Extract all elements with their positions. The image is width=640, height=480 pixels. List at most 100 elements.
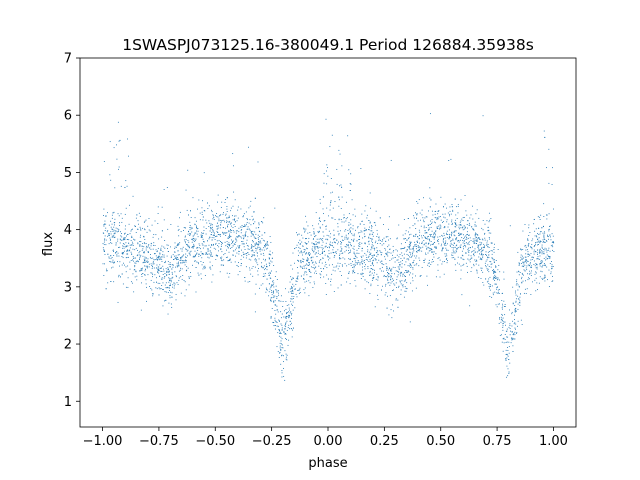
data-point [176, 266, 178, 268]
data-point [514, 331, 516, 333]
data-point [189, 251, 191, 253]
data-point [160, 267, 162, 269]
data-point [377, 299, 379, 300]
data-point [392, 254, 393, 256]
data-point [158, 294, 160, 296]
data-point [257, 274, 259, 276]
data-point [200, 278, 202, 280]
data-point [287, 344, 289, 346]
data-point [311, 262, 313, 264]
data-point [325, 283, 327, 284]
data-point [413, 217, 415, 219]
data-point [398, 224, 400, 226]
data-point [490, 250, 492, 252]
data-point [173, 287, 175, 289]
data-point [499, 271, 501, 273]
data-point [533, 223, 535, 225]
data-point [380, 251, 382, 253]
data-point [433, 237, 435, 239]
data-point [523, 269, 525, 271]
data-point [489, 260, 491, 262]
data-point [414, 235, 416, 237]
data-point [412, 253, 413, 255]
data-point [548, 256, 550, 257]
data-point [272, 291, 274, 293]
data-point [108, 224, 110, 226]
data-point [248, 254, 250, 255]
data-point [283, 355, 284, 357]
data-point [125, 286, 127, 288]
data-point [424, 236, 426, 238]
data-point [271, 270, 272, 272]
data-point [329, 243, 331, 245]
data-point [413, 259, 415, 261]
data-point [491, 250, 493, 252]
data-point [444, 261, 446, 262]
data-point [188, 284, 190, 286]
data-point [404, 280, 406, 282]
data-point [493, 271, 495, 273]
data-point [447, 212, 449, 214]
data-point [517, 251, 519, 253]
data-point [374, 306, 376, 308]
data-point [404, 246, 406, 248]
data-point [497, 269, 499, 271]
data-point [353, 233, 355, 235]
data-point [506, 357, 508, 359]
data-point [486, 268, 488, 270]
data-point [431, 223, 433, 224]
data-point [130, 240, 132, 242]
data-point [364, 210, 366, 212]
data-point [114, 187, 116, 189]
data-point [386, 269, 388, 271]
data-point [461, 254, 463, 256]
data-point [155, 255, 157, 257]
data-point [238, 235, 240, 237]
data-point [177, 244, 179, 246]
data-point [400, 275, 402, 277]
data-point [306, 260, 307, 262]
data-point [403, 219, 405, 220]
data-point [236, 252, 238, 254]
data-point [522, 258, 524, 260]
data-point [108, 233, 110, 235]
data-point [261, 238, 263, 239]
data-point [126, 250, 128, 252]
data-point [253, 223, 255, 225]
data-point [553, 251, 555, 252]
data-point [429, 247, 431, 249]
data-point [217, 232, 219, 233]
data-point [361, 221, 363, 223]
data-point [527, 251, 529, 253]
data-point [419, 246, 421, 248]
data-point [197, 230, 199, 232]
data-point [434, 236, 436, 238]
data-point [501, 341, 503, 343]
data-point [462, 264, 464, 266]
data-point [437, 228, 439, 229]
data-point [431, 249, 433, 251]
data-point [299, 260, 301, 262]
data-point [397, 250, 399, 252]
data-point [474, 224, 476, 226]
data-point [386, 252, 388, 254]
data-point [177, 229, 179, 231]
data-point [238, 235, 240, 237]
data-point [121, 233, 122, 234]
data-point [134, 225, 136, 227]
data-point [229, 258, 231, 260]
data-point [552, 246, 554, 248]
data-point [481, 238, 483, 240]
data-point [446, 219, 448, 221]
data-point [211, 244, 213, 246]
data-point [175, 266, 177, 268]
data-point [274, 304, 276, 306]
data-point [163, 277, 165, 279]
data-point [412, 277, 413, 279]
data-point [261, 234, 263, 236]
data-point [185, 189, 187, 191]
data-point [370, 265, 372, 266]
data-point [500, 321, 502, 323]
data-point [184, 240, 186, 242]
data-point [401, 263, 403, 265]
